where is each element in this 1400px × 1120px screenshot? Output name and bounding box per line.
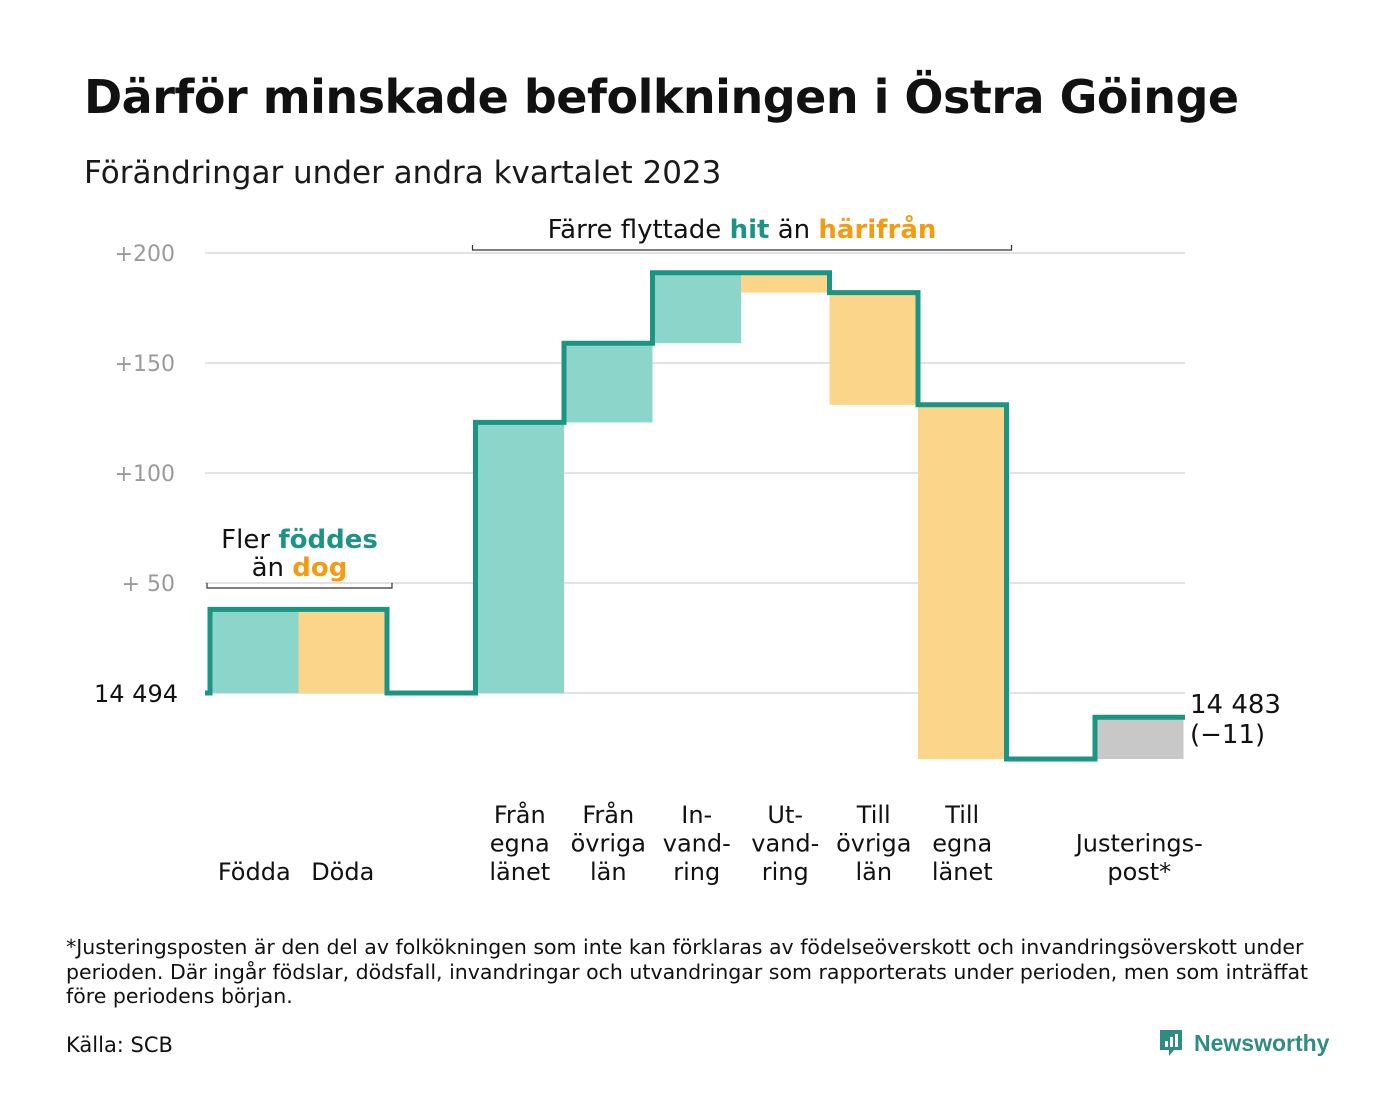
y-tick-label: +150 (115, 352, 175, 377)
bar-fodda (210, 609, 299, 693)
bar-justeringspost (1095, 717, 1184, 759)
chart-subtitle: Förändringar under andra kvartalet 2023 (84, 155, 722, 191)
x-label-till-egna-lanet: egna (932, 830, 992, 858)
x-label-till-egna-lanet: Till (944, 801, 979, 829)
footnote: *Justeringsposten är den del av folkökni… (66, 935, 1309, 1008)
brand[interactable]: Newsworthy (1158, 1028, 1329, 1058)
newsworthy-logo-icon (1160, 1030, 1182, 1056)
start-value-label: 14 494 (94, 680, 178, 708)
x-label-fran-egna-lanet: länet (489, 858, 550, 886)
x-label-fran-ovriga-lan: övriga (571, 830, 646, 858)
x-label-till-ovriga-lan: län (855, 858, 892, 886)
annotation-births-text: än dog (252, 553, 348, 583)
x-label-till-ovriga-lan: Till (856, 801, 891, 829)
series-line (205, 270, 1185, 762)
chart-title: Därför minskade befolkningen i Östra Göi… (84, 70, 1239, 124)
y-tick-label: + 50 (122, 572, 175, 597)
source-note: Källa: SCB (66, 1033, 173, 1057)
bar-till-egna-lanet (918, 404, 1007, 759)
x-label-fran-ovriga-lan: Från (582, 800, 634, 829)
bar-doda (298, 609, 387, 693)
x-label-fran-ovriga-lan: län (590, 858, 627, 886)
y-tick-label: +100 (115, 462, 175, 487)
bar-utvandring (741, 272, 830, 293)
x-label-justeringspost: Justerings- (1074, 830, 1203, 858)
x-label-utvandring: vand- (751, 830, 819, 858)
x-label-invandring: In- (681, 801, 712, 829)
y-tick-label: +200 (115, 242, 175, 267)
x-label-invandring: vand- (663, 830, 731, 858)
annotation-migration-bracket (471, 245, 1013, 251)
x-label-fodda: Födda (218, 858, 291, 886)
bars (210, 272, 1184, 759)
brand-name: Newsworthy (1194, 1029, 1330, 1056)
bar-till-ovriga-lan (829, 292, 918, 405)
annotation-migration-text: Färre flyttade hit än härifrån (548, 213, 937, 245)
x-label-justeringspost: post* (1107, 858, 1171, 886)
end-value-label: (−11) (1190, 720, 1265, 750)
cumulative-line (205, 270, 1185, 762)
x-label-fran-egna-lanet: egna (490, 830, 550, 858)
x-label-fran-egna-lanet: Från (494, 800, 546, 829)
x-label-utvandring: Ut- (767, 801, 803, 829)
x-label-doda: Döda (311, 858, 374, 886)
x-label-invandring: ring (673, 858, 720, 886)
x-label-till-ovriga-lan: övriga (836, 830, 911, 858)
x-label-utvandring: ring (762, 858, 809, 886)
bar-invandring (652, 272, 741, 344)
annotation-births-text: Fler föddes (221, 525, 378, 555)
annotation-births-bracket (206, 583, 393, 589)
bar-fran-ovriga-lan (564, 343, 653, 423)
end-value-label: 14 483 (1190, 690, 1281, 720)
x-label-till-egna-lanet: länet (932, 858, 993, 886)
bar-fran-egna-lanet (475, 422, 564, 693)
